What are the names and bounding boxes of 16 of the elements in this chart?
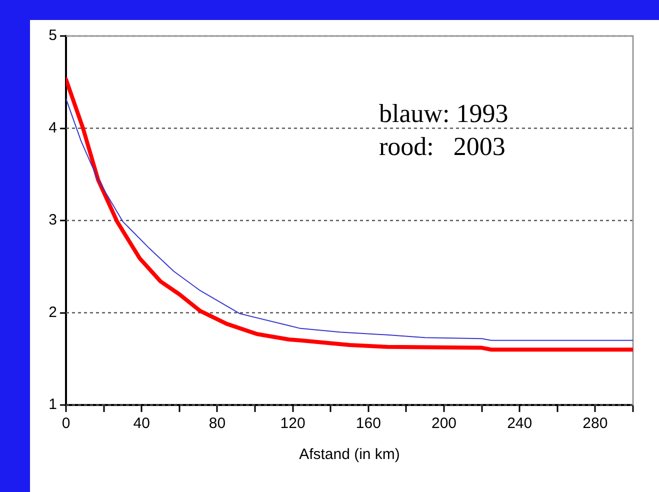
x-tick-label: 200: [431, 415, 457, 432]
x-tick-label: 80: [208, 415, 226, 432]
x-tick-label: 160: [356, 415, 381, 432]
annotation: rood: 2003: [379, 132, 506, 161]
x-tick-label: 280: [582, 415, 608, 432]
y-tick-label: 2: [48, 304, 57, 321]
x-tick-label: 240: [507, 415, 532, 432]
y-tick-label: 1: [48, 396, 57, 414]
x-tick-label: 120: [280, 415, 306, 432]
y-tick-label: 3: [48, 212, 57, 229]
y-tick-label: 5: [48, 27, 57, 44]
x-tick-label: 0: [62, 415, 70, 432]
y-tick-label: 4: [48, 119, 57, 136]
annotation: blauw: 1993: [379, 99, 508, 128]
x-axis-title: Afstand (in km): [299, 446, 400, 464]
x-tick-label: 40: [133, 415, 150, 432]
